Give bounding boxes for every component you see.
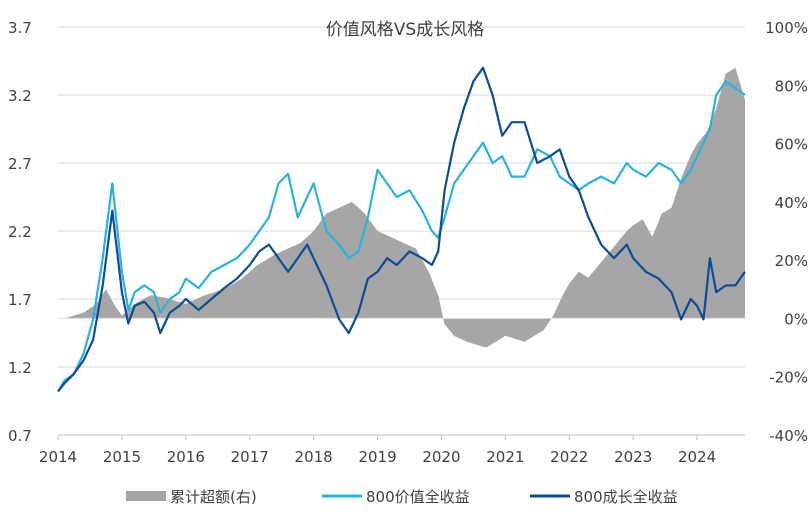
chart-title: 价值风格VS成长风格: [326, 20, 484, 40]
axes: 0.7 1.2 1.7 2.2 2.7 3.2 3.7 -40% -20% 0% 20% 40% 60%…: [8, 19, 808, 466]
y-left-tick-label: 3.2: [8, 87, 32, 105]
y-right-tick-label: 100%: [765, 19, 808, 37]
x-tick-label: 2014: [39, 448, 77, 466]
y-right-tick-label: -40%: [769, 427, 808, 445]
y-left-tick-label: 1.7: [8, 291, 32, 309]
x-tick-label: 2024: [678, 448, 716, 466]
x-tick-label: 2023: [614, 448, 652, 466]
series-line-growth: [57, 66, 746, 393]
y-right-tick-label: 80%: [775, 77, 808, 95]
x-tick-label: 2020: [422, 448, 460, 466]
x-tick-label: 2019: [358, 448, 396, 466]
y-left-tick-label: 0.7: [8, 427, 32, 445]
x-tick-label: 2022: [550, 448, 588, 466]
y-right-tick-label: 40%: [775, 194, 808, 212]
y-right-tick-label: -20%: [769, 369, 808, 387]
legend-label: 累计超额(右): [170, 488, 257, 506]
y-left-tick-label: 2.7: [8, 155, 32, 173]
y-left-tick-label: 2.2: [8, 223, 32, 241]
legend-label: 800价值全收益: [366, 488, 470, 506]
legend-label: 800成长全收益: [574, 488, 678, 506]
area-layer: [58, 67, 745, 348]
x-tick-label: 2018: [295, 448, 333, 466]
y-left-tick-label: 3.7: [8, 19, 32, 37]
x-tick-label: 2017: [231, 448, 269, 466]
x-tick-label: 2021: [486, 448, 524, 466]
y-right-tick-label: 20%: [775, 252, 808, 270]
series-area-excess: [58, 67, 745, 348]
legend-swatch-area: [126, 491, 166, 501]
x-tick-label: 2016: [167, 448, 205, 466]
legend: 累计超额(右) 800价值全收益 800成长全收益: [126, 488, 678, 506]
y-left-tick-label: 1.2: [8, 359, 32, 377]
y-right-tick-label: 60%: [775, 136, 808, 154]
series-line-value: [57, 80, 746, 393]
line-layer: [57, 66, 746, 393]
x-tick-label: 2015: [103, 448, 141, 466]
y-right-tick-label: 0%: [784, 310, 808, 328]
